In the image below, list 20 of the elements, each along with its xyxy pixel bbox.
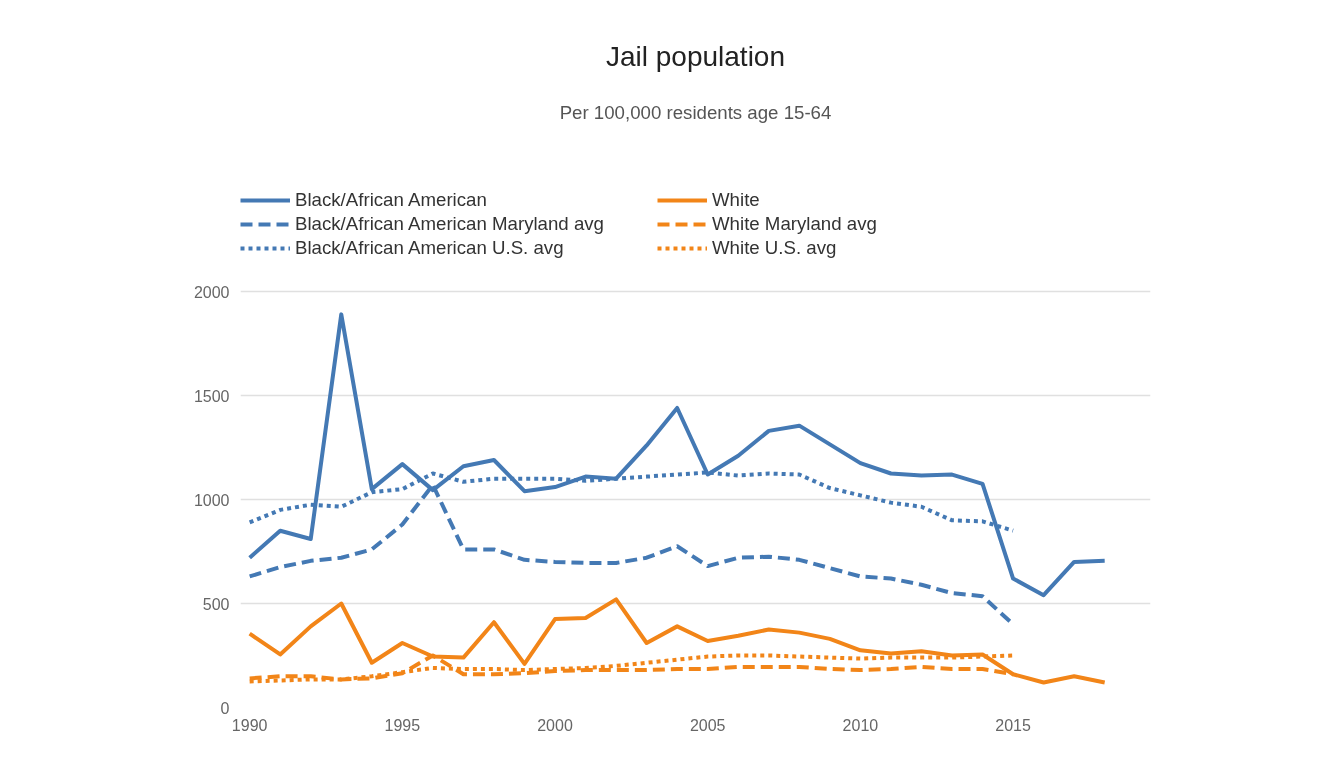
x-tick-label: 1995 <box>384 716 421 734</box>
legend-label: Black/African American <box>295 189 488 211</box>
y-tick-label: 2000 <box>193 283 230 301</box>
line-series <box>247 597 1107 685</box>
x-tick-label: 2010 <box>842 716 879 734</box>
legend-label: Black/African American U.S. avg <box>295 237 565 259</box>
y-tick-label: 1000 <box>193 491 230 509</box>
legend-label: White U.S. avg <box>712 237 838 259</box>
x-tick-label: 2005 <box>689 716 726 734</box>
y-tick-label: 500 <box>202 595 230 613</box>
chart-title: Jail population <box>605 40 786 72</box>
chart-subtitle: Per 100,000 residents age 15-64 <box>559 102 832 124</box>
x-tick-label: 1990 <box>231 716 268 734</box>
legend-label: White Maryland avg <box>712 213 878 235</box>
legend-label: Black/African American Maryland avg <box>295 213 605 235</box>
y-tick-label: 0 <box>220 699 230 717</box>
x-tick-label: 2015 <box>995 716 1031 734</box>
y-tick-label: 1500 <box>193 387 230 405</box>
x-tick-label: 2000 <box>537 716 573 734</box>
legend-label: White <box>712 189 761 211</box>
